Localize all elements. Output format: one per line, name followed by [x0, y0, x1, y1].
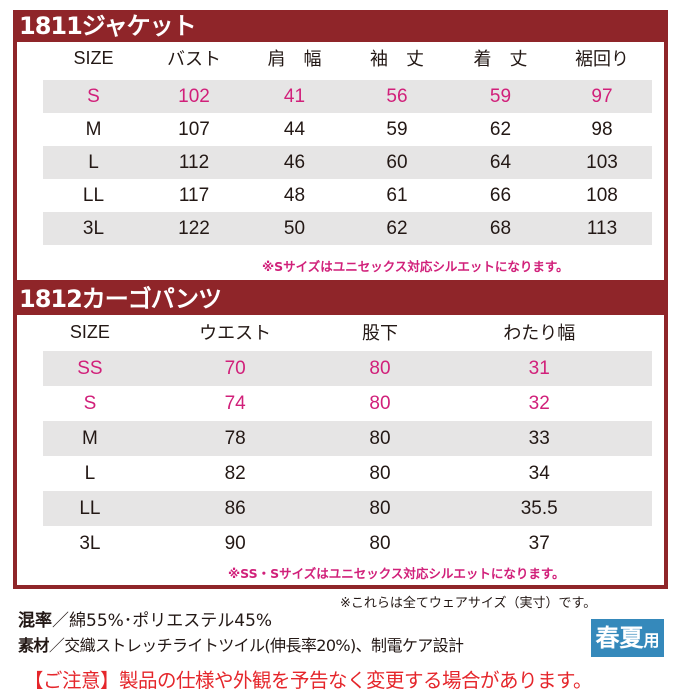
season-badge-suffix: 用 — [643, 631, 660, 650]
blend-label: 混率 — [18, 611, 52, 631]
cell-bust: 117 — [178, 184, 210, 206]
cell-hem: 103 — [586, 151, 618, 173]
blend-line: 混率／綿55%･ポリエステル45% — [18, 606, 272, 631]
cell-bust: 112 — [178, 151, 210, 173]
table-row: 3L 90 80 37 — [43, 526, 652, 561]
cell-size: L — [88, 151, 99, 173]
cell-size: M — [82, 427, 98, 449]
cell-bust: 122 — [178, 217, 210, 239]
cell-inseam: 80 — [369, 392, 391, 414]
cell-size: 3L — [82, 217, 105, 239]
cell-length: 66 — [489, 184, 512, 206]
season-badge: 春夏用 — [591, 619, 664, 657]
cell-thigh: 34 — [528, 462, 550, 484]
cell-size: S — [83, 392, 97, 414]
table-row: S 74 80 32 — [43, 386, 652, 421]
pants-size-table: SIZE ウエスト 股下 わたり幅 SS 70 80 31 S 74 80 32… — [43, 315, 652, 561]
cell-shoulder: 41 — [283, 85, 306, 107]
table-row: L 112 46 60 64 103 — [43, 146, 652, 179]
cell-inseam: 80 — [369, 532, 391, 554]
header-length: 着 丈 — [473, 49, 528, 69]
header-waist: ウエスト — [199, 323, 272, 343]
cell-length: 68 — [489, 217, 512, 239]
cell-thigh: 37 — [528, 532, 550, 554]
header-sleeve: 袖 丈 — [370, 49, 424, 69]
cell-size: SS — [77, 357, 103, 379]
header-inseam: 股下 — [361, 323, 398, 343]
cell-sleeve: 56 — [386, 85, 408, 107]
cell-hem: 97 — [591, 85, 613, 107]
cell-bust: 102 — [178, 85, 210, 107]
cell-hem: 98 — [591, 118, 613, 140]
table-row: M 107 44 59 62 98 — [43, 113, 652, 146]
pants-unisex-note: ※SS・Sサイズはユニセックス対応シルエットになります。 — [228, 566, 565, 581]
cell-thigh: 35.5 — [520, 497, 558, 519]
header-hem: 裾回り — [575, 49, 629, 69]
cell-shoulder: 48 — [283, 184, 306, 206]
cell-length: 64 — [489, 151, 512, 173]
table-row: S 102 41 56 59 97 — [43, 80, 652, 113]
cell-size: S — [87, 85, 100, 107]
material-label: 素材 — [18, 636, 49, 655]
cell-waist: 70 — [224, 357, 246, 379]
cell-waist: 82 — [224, 462, 246, 484]
caution-notice: 【ご注意】製品の仕様や外観を予告なく変更する場合があります。 — [24, 669, 593, 692]
table-row: 3L 122 50 62 68 113 — [43, 212, 652, 245]
cell-shoulder: 46 — [283, 151, 306, 173]
header-size: SIZE — [69, 321, 110, 342]
header-bust: バスト — [167, 49, 221, 69]
cell-sleeve: 62 — [386, 217, 408, 239]
cell-inseam: 80 — [369, 427, 391, 449]
size-note: ※これらは全てウェアサイズ（実寸）です。 — [340, 596, 597, 611]
table-header-row: SIZE ウエスト 股下 わたり幅 — [43, 315, 652, 349]
cell-sleeve: 60 — [386, 151, 408, 173]
cell-length: 59 — [489, 85, 512, 107]
cell-length: 62 — [489, 118, 512, 140]
header-size: SIZE — [73, 47, 114, 68]
cell-sleeve: 61 — [386, 184, 408, 206]
table-row: SS 70 80 31 — [43, 351, 652, 386]
jacket-size-table: SIZE バスト 肩 幅 袖 丈 着 丈 裾回り S 102 41 56 59 … — [43, 41, 652, 245]
pants-title: 1812カーゴパンツ — [19, 285, 222, 313]
cell-inseam: 80 — [369, 357, 391, 379]
header-shoulder: 肩 幅 — [267, 49, 322, 69]
cell-inseam: 80 — [369, 497, 391, 519]
cell-waist: 86 — [224, 497, 246, 519]
cell-bust: 107 — [178, 118, 210, 140]
cell-shoulder: 44 — [283, 118, 306, 140]
cell-hem: 108 — [586, 184, 618, 206]
table-row: LL 117 48 61 66 108 — [43, 179, 652, 212]
jacket-title: 1811ジャケット — [19, 12, 197, 40]
cell-waist: 78 — [224, 427, 246, 449]
header-thigh: わたり幅 — [503, 323, 576, 343]
cell-size: L — [84, 462, 96, 484]
cell-size: LL — [82, 184, 105, 206]
cell-inseam: 80 — [369, 462, 391, 484]
cell-waist: 74 — [224, 392, 246, 414]
cell-sleeve: 59 — [386, 118, 408, 140]
cell-thigh: 31 — [528, 357, 550, 379]
cell-shoulder: 50 — [283, 217, 306, 239]
material-value: ／交織ストレッチライトツイル(伸長率20%)、制電ケア設計 — [48, 636, 464, 655]
cell-size: M — [85, 118, 102, 140]
cell-waist: 90 — [224, 532, 246, 554]
material-line: 素材／交織ストレッチライトツイル(伸長率20%)、制電ケア設計 — [18, 632, 464, 656]
table-header-row: SIZE バスト 肩 幅 袖 丈 着 丈 裾回り — [43, 41, 652, 75]
cell-hem: 113 — [586, 217, 618, 239]
table-row: L 82 80 34 — [43, 456, 652, 491]
cell-thigh: 33 — [528, 427, 550, 449]
cell-thigh: 32 — [528, 392, 550, 414]
pants-title-bar: 1812カーゴパンツ — [13, 283, 668, 316]
blend-value: ／綿55%･ポリエステル45% — [52, 611, 273, 631]
cell-size: 3L — [79, 532, 101, 554]
table-row: LL 86 80 35.5 — [43, 491, 652, 526]
jacket-title-bar: 1811ジャケット — [13, 10, 668, 43]
cell-size: LL — [79, 497, 101, 519]
season-badge-main: 春夏 — [595, 624, 644, 652]
table-row: M 78 80 33 — [43, 421, 652, 456]
jacket-unisex-note: ※Sサイズはユニセックス対応シルエットになります。 — [262, 259, 569, 274]
